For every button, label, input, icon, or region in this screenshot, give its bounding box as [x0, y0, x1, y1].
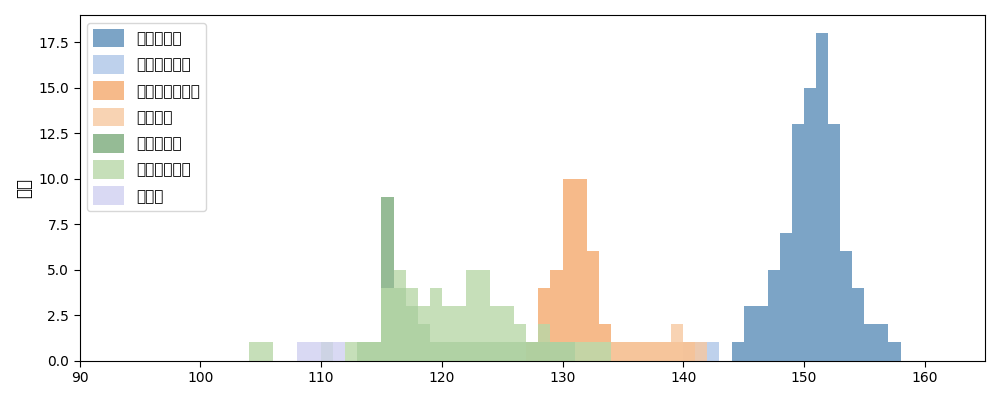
Bar [526, 342, 538, 360]
Bar [406, 288, 418, 360]
Bar [538, 288, 550, 360]
Bar [647, 342, 659, 360]
Bar [321, 342, 333, 360]
Bar [514, 324, 526, 360]
Bar [478, 342, 490, 360]
Bar [816, 33, 828, 360]
Bar [563, 179, 575, 360]
Bar [623, 342, 635, 360]
Bar [406, 306, 418, 360]
Bar [430, 342, 442, 360]
Bar [695, 342, 707, 360]
Bar [466, 342, 478, 360]
Bar [369, 342, 381, 360]
Bar [381, 197, 394, 360]
Bar [683, 342, 695, 360]
Bar [876, 324, 888, 360]
Bar [345, 342, 357, 360]
Bar [635, 342, 647, 360]
Bar [732, 342, 744, 360]
Bar [550, 342, 563, 360]
Bar [659, 342, 671, 360]
Bar [550, 342, 563, 360]
Bar [249, 342, 261, 360]
Bar [490, 306, 502, 360]
Bar [683, 342, 695, 360]
Bar [502, 306, 514, 360]
Bar [659, 342, 671, 360]
Bar [538, 342, 550, 360]
Bar [575, 179, 587, 360]
Legend: ストレート, カットボール, チェンジアップ, シンカー, スライダー, 縦スライダー, カーブ: ストレート, カットボール, チェンジアップ, シンカー, スライダー, 縦スラ… [87, 23, 206, 211]
Bar [321, 342, 333, 360]
Bar [599, 342, 611, 360]
Bar [430, 288, 442, 360]
Bar [575, 342, 587, 360]
Bar [671, 324, 683, 360]
Bar [418, 306, 430, 360]
Bar [418, 324, 430, 360]
Bar [599, 324, 611, 360]
Bar [466, 270, 478, 360]
Bar [647, 342, 659, 360]
Bar [550, 270, 563, 360]
Bar [828, 124, 840, 360]
Bar [695, 342, 707, 360]
Bar [514, 342, 526, 360]
Bar [357, 342, 369, 360]
Bar [490, 342, 502, 360]
Bar [563, 342, 575, 360]
Bar [526, 342, 538, 360]
Bar [888, 342, 901, 360]
Bar [611, 342, 623, 360]
Bar [550, 342, 563, 360]
Bar [454, 306, 466, 360]
Bar [333, 342, 345, 360]
Bar [671, 342, 683, 360]
Bar [454, 342, 466, 360]
Bar [563, 342, 575, 360]
Bar [587, 342, 599, 360]
Y-axis label: 球数: 球数 [15, 178, 33, 198]
Bar [864, 324, 876, 360]
Bar [502, 342, 514, 360]
Bar [297, 342, 309, 360]
Bar [852, 288, 864, 360]
Bar [538, 324, 550, 360]
Bar [587, 342, 599, 360]
Bar [394, 288, 406, 360]
Bar [804, 88, 816, 360]
Bar [683, 342, 695, 360]
Bar [357, 342, 369, 360]
Bar [526, 342, 538, 360]
Bar [792, 124, 804, 360]
Bar [635, 342, 647, 360]
Bar [261, 342, 273, 360]
Bar [478, 270, 490, 360]
Bar [442, 306, 454, 360]
Bar [442, 342, 454, 360]
Bar [575, 342, 587, 360]
Bar [381, 288, 394, 360]
Bar [394, 270, 406, 360]
Bar [744, 306, 756, 360]
Bar [309, 342, 321, 360]
Bar [768, 270, 780, 360]
Bar [707, 342, 719, 360]
Bar [780, 233, 792, 360]
Bar [369, 342, 381, 360]
Bar [611, 342, 623, 360]
Bar [840, 252, 852, 360]
Bar [563, 342, 575, 360]
Bar [756, 306, 768, 360]
Bar [599, 342, 611, 360]
Bar [623, 342, 635, 360]
Bar [587, 252, 599, 360]
